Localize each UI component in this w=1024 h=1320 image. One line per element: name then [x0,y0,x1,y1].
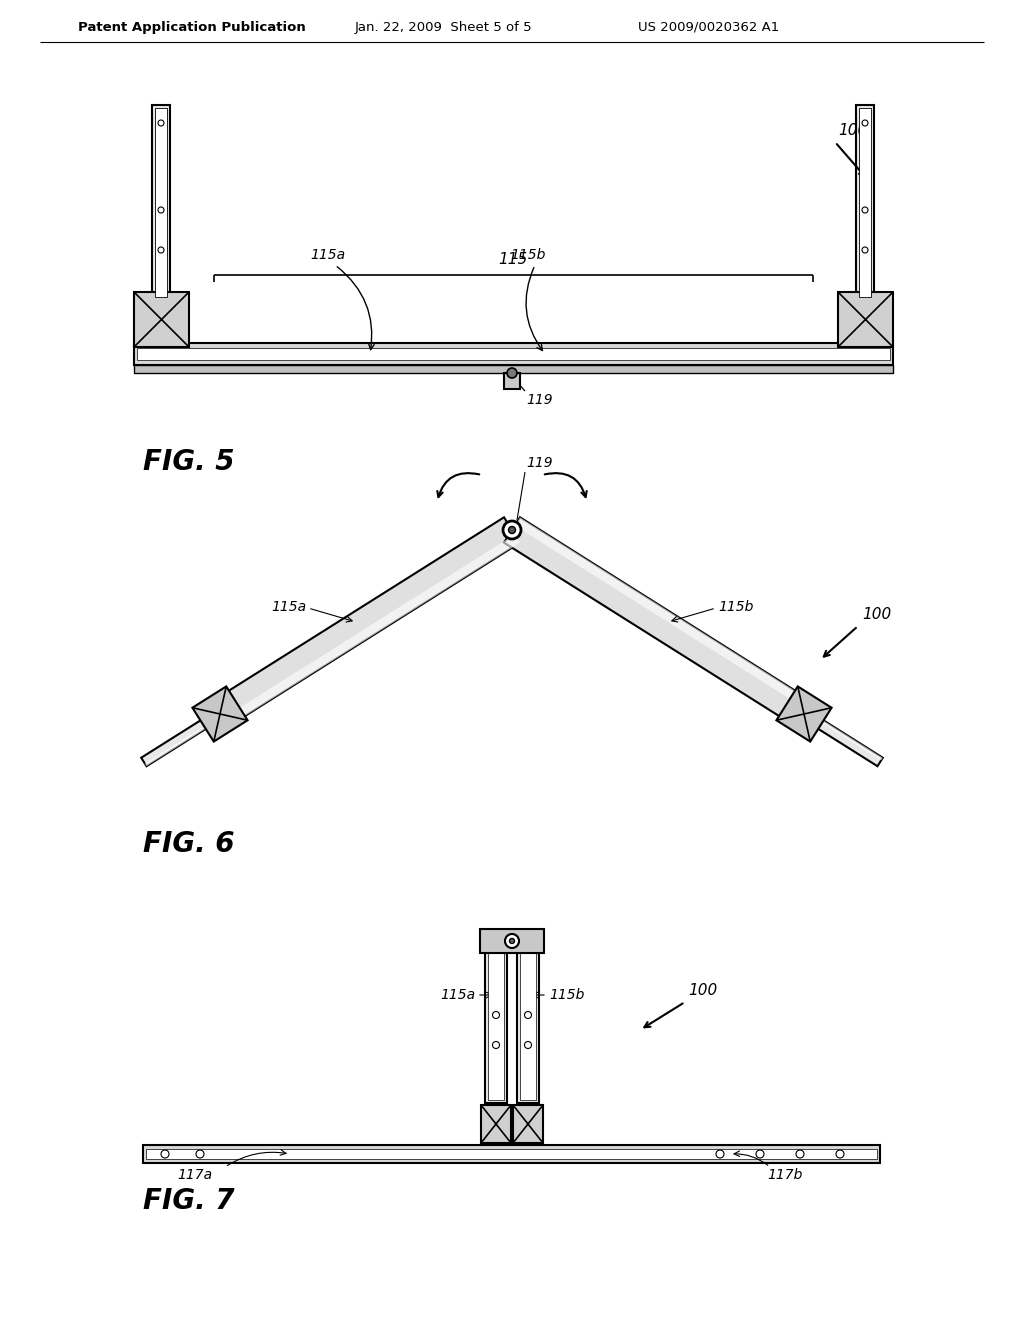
Text: 119: 119 [526,455,553,470]
Text: FIG. 7: FIG. 7 [143,1187,234,1214]
Circle shape [493,1011,500,1019]
Circle shape [756,1150,764,1158]
Bar [481,1105,511,1143]
Circle shape [862,207,868,213]
Text: 119: 119 [526,393,553,407]
Bar [520,950,536,1100]
Bar [485,945,507,1104]
Bar [134,343,893,366]
Bar [143,1144,880,1163]
Text: 117b: 117b [767,1168,803,1181]
Text: FIG. 6: FIG. 6 [143,830,234,858]
Circle shape [158,207,164,213]
Bar [838,292,893,347]
Polygon shape [223,535,520,727]
Polygon shape [776,686,831,742]
Text: 115: 115 [499,252,527,267]
Circle shape [161,1150,169,1158]
Text: 115b: 115b [510,248,546,261]
Polygon shape [805,710,883,760]
Polygon shape [144,715,222,766]
Circle shape [503,521,521,539]
Circle shape [836,1150,844,1158]
Bar [856,106,874,300]
Circle shape [796,1150,804,1158]
Polygon shape [212,517,520,727]
Polygon shape [515,517,812,710]
Circle shape [507,368,517,378]
Circle shape [158,120,164,125]
Bar [480,929,544,953]
Circle shape [862,247,868,253]
Text: 100: 100 [838,123,867,139]
Polygon shape [141,710,222,766]
Circle shape [505,935,519,948]
Bar [134,366,893,374]
Text: 100: 100 [688,983,717,998]
Polygon shape [193,686,248,742]
Circle shape [524,1041,531,1048]
Polygon shape [802,710,883,766]
Circle shape [524,1011,531,1019]
Text: FIG. 5: FIG. 5 [143,447,234,477]
Bar [488,950,504,1100]
Text: 115a: 115a [440,987,475,1002]
Bar [137,348,890,360]
Circle shape [716,1150,724,1158]
Text: 117a: 117a [177,1168,213,1181]
Bar [504,374,520,389]
Bar [146,1148,877,1159]
Bar [134,292,189,347]
Text: 115a: 115a [310,248,345,261]
Bar [513,1105,543,1143]
Text: Patent Application Publication: Patent Application Publication [78,21,306,33]
Circle shape [158,247,164,253]
Bar [152,106,170,300]
Text: US 2009/0020362 A1: US 2009/0020362 A1 [638,21,779,33]
Text: 100: 100 [862,607,891,622]
Text: 115b: 115b [718,601,754,614]
Circle shape [196,1150,204,1158]
Circle shape [493,1041,500,1048]
Bar [517,945,539,1104]
Polygon shape [504,517,812,727]
Text: Jan. 22, 2009  Sheet 5 of 5: Jan. 22, 2009 Sheet 5 of 5 [355,21,532,33]
Circle shape [862,120,868,125]
Circle shape [509,527,515,533]
Text: 115a: 115a [271,601,306,614]
Circle shape [510,939,514,944]
Text: 115b: 115b [549,987,585,1002]
Bar [859,108,871,297]
Bar [155,108,167,297]
